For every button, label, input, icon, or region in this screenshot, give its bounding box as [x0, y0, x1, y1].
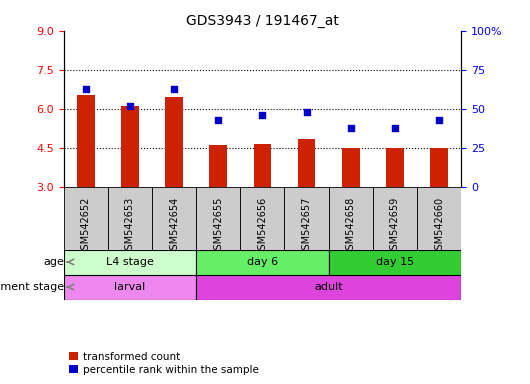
- Point: [214, 117, 223, 123]
- Point: [347, 124, 355, 131]
- Bar: [209, 145, 227, 187]
- Point: [82, 86, 90, 92]
- FancyBboxPatch shape: [196, 275, 461, 300]
- Text: age: age: [43, 257, 65, 267]
- FancyBboxPatch shape: [329, 250, 461, 275]
- Point: [258, 112, 267, 118]
- FancyBboxPatch shape: [196, 187, 240, 250]
- Text: adult: adult: [314, 282, 343, 292]
- Bar: [342, 148, 359, 187]
- Text: GSM542653: GSM542653: [125, 196, 135, 256]
- Bar: [298, 139, 315, 187]
- Text: larval: larval: [114, 282, 145, 292]
- FancyBboxPatch shape: [373, 187, 417, 250]
- Point: [391, 124, 399, 131]
- FancyBboxPatch shape: [329, 187, 373, 250]
- Bar: [77, 94, 94, 187]
- FancyBboxPatch shape: [64, 250, 196, 275]
- Text: GSM542656: GSM542656: [258, 196, 267, 256]
- FancyBboxPatch shape: [196, 250, 329, 275]
- FancyBboxPatch shape: [240, 187, 285, 250]
- FancyBboxPatch shape: [152, 187, 196, 250]
- Bar: [165, 97, 183, 187]
- Point: [435, 117, 443, 123]
- Text: GSM542654: GSM542654: [169, 196, 179, 256]
- Text: GSM542660: GSM542660: [434, 196, 444, 255]
- Point: [126, 103, 134, 109]
- Bar: [430, 148, 448, 187]
- Text: development stage: development stage: [0, 282, 65, 292]
- FancyBboxPatch shape: [417, 187, 461, 250]
- Text: day 15: day 15: [376, 257, 414, 267]
- Text: day 6: day 6: [247, 257, 278, 267]
- Title: GDS3943 / 191467_at: GDS3943 / 191467_at: [186, 14, 339, 28]
- FancyBboxPatch shape: [64, 275, 196, 300]
- Text: L4 stage: L4 stage: [106, 257, 154, 267]
- Text: GSM542657: GSM542657: [302, 196, 312, 256]
- FancyBboxPatch shape: [108, 187, 152, 250]
- Bar: [386, 148, 404, 187]
- FancyBboxPatch shape: [64, 187, 108, 250]
- Point: [170, 86, 178, 92]
- Legend: transformed count, percentile rank within the sample: transformed count, percentile rank withi…: [69, 352, 259, 375]
- Bar: [253, 144, 271, 187]
- Text: GSM542652: GSM542652: [81, 196, 91, 256]
- FancyBboxPatch shape: [285, 187, 329, 250]
- Text: GSM542659: GSM542659: [390, 196, 400, 256]
- Text: GSM542658: GSM542658: [346, 196, 356, 256]
- Bar: [121, 106, 139, 187]
- Point: [302, 109, 311, 115]
- Text: GSM542655: GSM542655: [213, 196, 223, 256]
